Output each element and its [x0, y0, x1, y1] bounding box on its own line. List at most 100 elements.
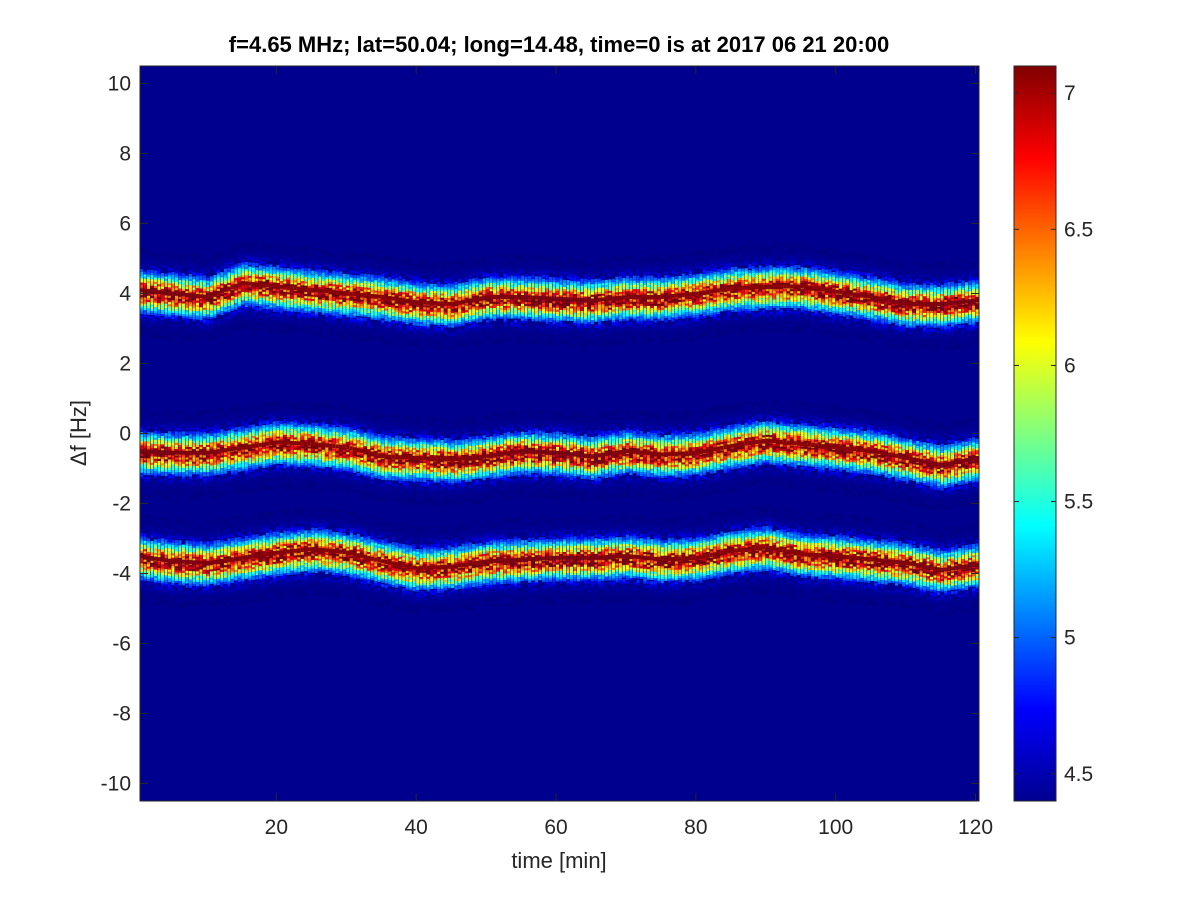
heatmap-cell — [511, 276, 514, 279]
heatmap-cell — [325, 249, 328, 252]
heatmap-cell — [633, 337, 636, 340]
heatmap-cell — [374, 271, 377, 274]
heatmap-cell — [472, 323, 475, 326]
heatmap-cell — [287, 252, 290, 255]
heatmap-cell — [577, 276, 580, 279]
heatmap-cell — [612, 279, 615, 282]
heatmap-cell — [563, 267, 566, 270]
heatmap-cell — [563, 328, 566, 331]
heatmap-cell — [546, 338, 549, 341]
band-centerline — [395, 297, 398, 301]
heatmap-cell — [622, 341, 625, 344]
heatmap-cell — [353, 252, 356, 255]
heatmap-cell — [161, 336, 164, 339]
band-centerline — [406, 299, 409, 303]
heatmap-cell — [255, 328, 258, 331]
band-centerline — [594, 298, 597, 302]
band-centerline — [161, 290, 164, 294]
heatmap-cell — [406, 326, 409, 329]
band-centerline — [643, 295, 646, 299]
heatmap-cell — [416, 275, 419, 278]
heatmap-cell — [413, 335, 416, 338]
heatmap-cell — [171, 333, 174, 336]
heatmap-cell — [696, 262, 699, 265]
heatmap-cell — [675, 262, 678, 265]
heatmap-cell — [241, 253, 244, 256]
heatmap-cell — [343, 326, 346, 329]
heatmap-cell — [441, 341, 444, 344]
heatmap-cell — [171, 257, 174, 260]
heatmap-cell — [206, 328, 209, 331]
heatmap-cell — [657, 337, 660, 340]
heatmap-cell — [371, 325, 374, 328]
band-centerline — [661, 295, 664, 299]
heatmap-cell — [371, 329, 374, 332]
heatmap-cell — [343, 257, 346, 260]
heatmap-cell — [664, 326, 667, 329]
band-centerline — [213, 292, 216, 296]
heatmap-cell — [406, 281, 409, 284]
heatmap-cell — [483, 255, 486, 258]
heatmap-cell — [374, 264, 377, 267]
heatmap-cell — [479, 330, 482, 333]
heatmap-cell — [168, 259, 171, 262]
heatmap-cell — [566, 267, 569, 270]
heatmap-cell — [671, 264, 674, 267]
heatmap-cell — [175, 331, 178, 334]
heatmap-cell — [437, 341, 440, 344]
heatmap-cell — [479, 260, 482, 263]
heatmap-cell — [629, 263, 632, 266]
band-centerline — [182, 293, 185, 297]
heatmap-cell — [535, 325, 538, 328]
heatmap-cell — [636, 330, 639, 333]
band-centerline — [615, 296, 618, 300]
heatmap-cell — [560, 261, 563, 264]
heatmap-cell — [322, 270, 325, 273]
heatmap-cell — [685, 252, 688, 255]
heatmap-cell — [199, 254, 202, 257]
heatmap-cell — [196, 256, 199, 259]
heatmap-cell — [157, 269, 160, 272]
heatmap-cell — [409, 341, 412, 344]
heatmap-cell — [682, 265, 685, 268]
band-centerline — [168, 291, 171, 295]
band-centerline — [598, 298, 601, 302]
heatmap-cell — [255, 316, 258, 319]
heatmap-cell — [276, 255, 279, 258]
heatmap-cell — [437, 328, 440, 331]
heatmap-cell — [294, 263, 297, 266]
heatmap-cell — [301, 247, 304, 250]
band-centerline — [664, 295, 667, 299]
heatmap-cell — [640, 278, 643, 281]
band-centerline — [462, 300, 465, 304]
heatmap-cell — [297, 313, 300, 316]
heatmap-cell — [507, 337, 510, 340]
heatmap-cell — [643, 259, 646, 262]
heatmap-cell — [357, 275, 360, 278]
band-centerline — [336, 290, 339, 294]
heatmap-cell — [587, 334, 590, 337]
heatmap-cell — [441, 284, 444, 287]
heatmap-cell — [280, 249, 283, 252]
heatmap-cell — [430, 265, 433, 268]
heatmap-cell — [675, 266, 678, 269]
band-centerline — [535, 296, 538, 300]
heatmap-cell — [675, 272, 678, 275]
heatmap-cell — [699, 337, 702, 340]
band-centerline — [546, 296, 549, 300]
heatmap-cell — [615, 329, 618, 332]
heatmap-cell — [542, 342, 545, 345]
heatmap-cell — [171, 253, 174, 256]
heatmap-cell — [287, 258, 290, 261]
heatmap-cell — [381, 269, 384, 272]
heatmap-cell — [308, 260, 311, 263]
heatmap-cell — [430, 284, 433, 287]
band-centerline — [584, 298, 587, 302]
heatmap-cell — [192, 329, 195, 332]
heatmap-cell — [444, 331, 447, 334]
heatmap-cell — [255, 267, 258, 270]
heatmap-cell — [434, 336, 437, 339]
heatmap-cell — [626, 332, 629, 335]
heatmap-cell — [542, 266, 545, 269]
heatmap-cell — [448, 348, 451, 351]
